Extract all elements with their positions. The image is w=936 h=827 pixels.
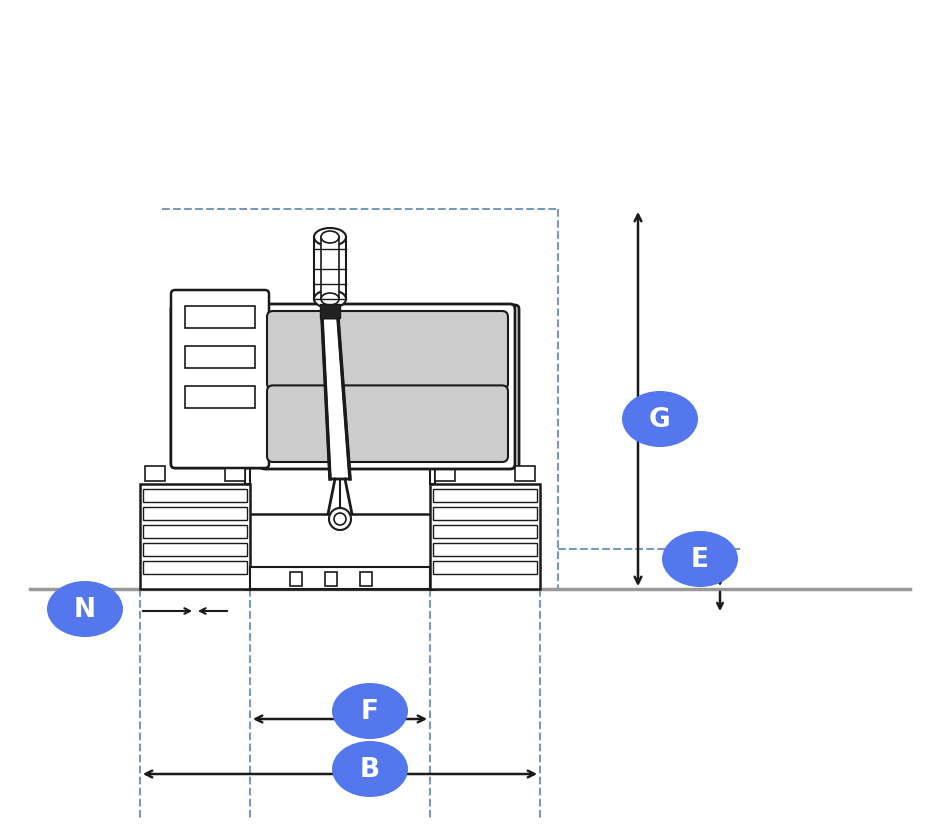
Ellipse shape bbox=[329, 509, 351, 530]
FancyBboxPatch shape bbox=[259, 304, 515, 470]
Ellipse shape bbox=[622, 391, 697, 447]
Bar bbox=[225, 466, 244, 481]
Bar bbox=[320, 304, 340, 318]
Bar bbox=[515, 466, 534, 481]
Bar bbox=[321, 237, 339, 299]
Polygon shape bbox=[322, 318, 350, 480]
FancyBboxPatch shape bbox=[267, 386, 507, 462]
Bar bbox=[143, 490, 247, 502]
Text: E: E bbox=[690, 547, 709, 572]
Bar bbox=[359, 572, 372, 586]
Ellipse shape bbox=[321, 232, 339, 244]
Bar bbox=[244, 514, 434, 590]
Text: F: F bbox=[360, 698, 378, 724]
FancyBboxPatch shape bbox=[170, 306, 519, 468]
Bar bbox=[184, 307, 255, 328]
Text: G: G bbox=[649, 407, 670, 433]
Ellipse shape bbox=[662, 532, 738, 587]
Text: N: N bbox=[74, 596, 95, 622]
Bar bbox=[432, 525, 536, 538]
Bar bbox=[143, 543, 247, 557]
Ellipse shape bbox=[333, 514, 345, 525]
Bar bbox=[145, 466, 165, 481]
Bar bbox=[434, 466, 455, 481]
Bar bbox=[143, 562, 247, 574]
Ellipse shape bbox=[331, 741, 407, 797]
Bar bbox=[139, 485, 250, 590]
Bar bbox=[432, 490, 536, 502]
Bar bbox=[325, 572, 337, 586]
Ellipse shape bbox=[331, 683, 407, 739]
Bar bbox=[244, 465, 250, 485]
Ellipse shape bbox=[314, 229, 345, 246]
Bar bbox=[430, 485, 539, 590]
Text: B: B bbox=[359, 756, 380, 782]
Bar bbox=[184, 386, 255, 409]
Bar bbox=[432, 508, 536, 520]
Ellipse shape bbox=[314, 290, 345, 308]
Bar bbox=[289, 572, 301, 586]
Ellipse shape bbox=[321, 294, 339, 306]
FancyBboxPatch shape bbox=[170, 290, 269, 468]
Bar bbox=[432, 543, 536, 557]
Bar bbox=[184, 347, 255, 369]
Bar bbox=[143, 508, 247, 520]
Bar bbox=[430, 465, 434, 485]
FancyBboxPatch shape bbox=[267, 312, 507, 390]
Bar bbox=[314, 237, 345, 299]
Bar bbox=[143, 525, 247, 538]
Bar bbox=[250, 567, 430, 590]
Bar bbox=[432, 562, 536, 574]
Ellipse shape bbox=[47, 581, 123, 638]
